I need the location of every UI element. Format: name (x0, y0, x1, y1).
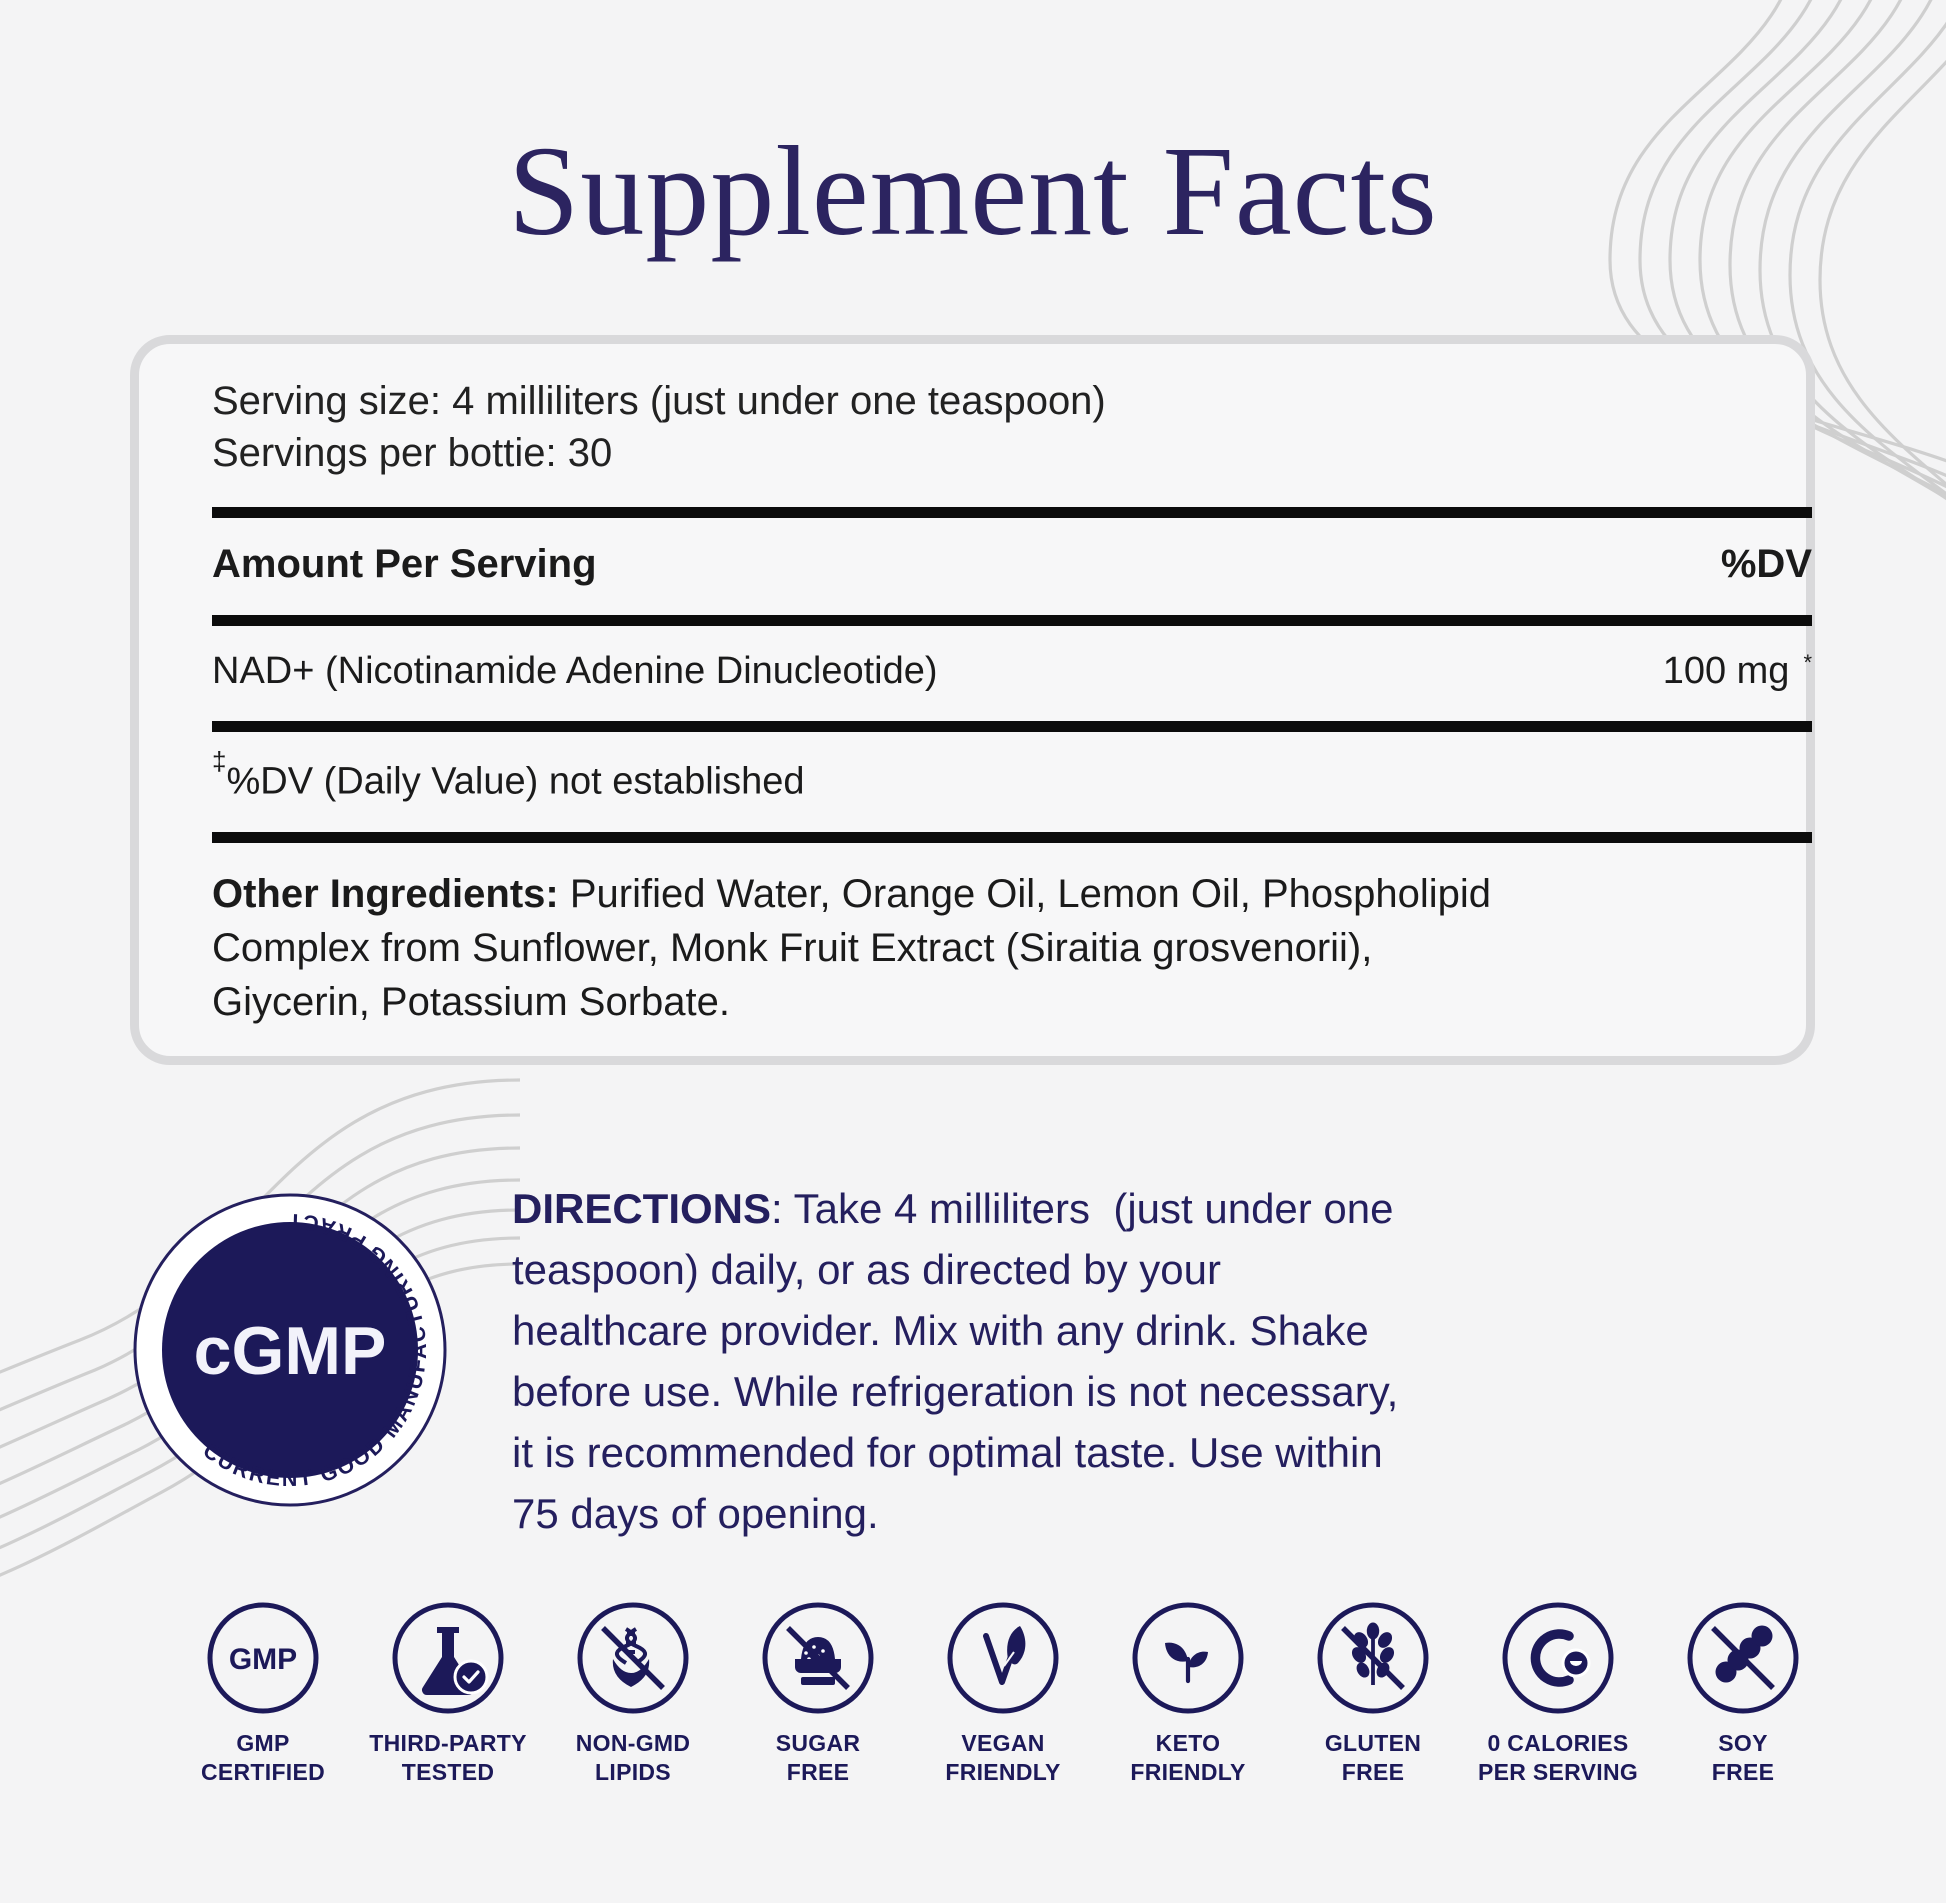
svg-text:cGMP: cGMP (194, 1313, 387, 1389)
svg-text:GMP: GMP (229, 1643, 297, 1676)
